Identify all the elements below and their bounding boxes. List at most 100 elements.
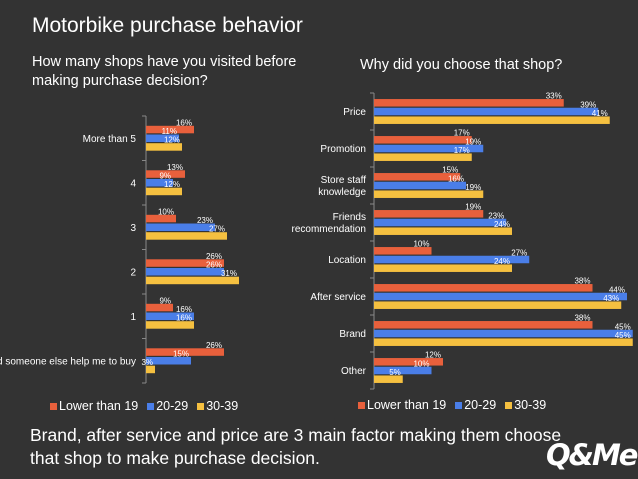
- bar-lower-than-19: [146, 214, 176, 223]
- legend-swatch-20-29: [455, 401, 463, 409]
- legend-swatch-20-29: [147, 402, 155, 410]
- data-label: 17%: [454, 129, 470, 138]
- bar-30-39: [146, 232, 227, 240]
- data-label: 16%: [176, 118, 192, 127]
- category-label: Promotion: [320, 144, 366, 155]
- bar-30-39: [374, 190, 484, 198]
- bar-20-29: [146, 268, 224, 276]
- data-label: 3%: [141, 358, 153, 367]
- data-label: 15%: [442, 166, 458, 175]
- bar-30-39: [146, 321, 194, 329]
- legend-item: 30-39: [505, 398, 546, 412]
- data-label: 27%: [209, 225, 225, 234]
- bar-20-29: [374, 107, 599, 116]
- category-label: More than 5: [83, 134, 137, 145]
- bar-20-29: [146, 223, 215, 231]
- legend-label: Lower than 19: [367, 398, 447, 412]
- bar-lower-than-19: [146, 170, 185, 178]
- bar-20-29: [146, 357, 191, 365]
- category-label: 4: [130, 178, 136, 189]
- data-label: 11%: [162, 127, 177, 136]
- bar-lower-than-19: [374, 247, 432, 255]
- data-label: 16%: [176, 314, 192, 323]
- category-label: I asked someone else help me to buy: [0, 356, 136, 367]
- legend-item: Lower than 19: [50, 399, 138, 413]
- bar-20-29: [374, 181, 466, 190]
- legend-item: 30-39: [197, 399, 238, 413]
- data-label: 10%: [413, 240, 429, 249]
- data-label: 38%: [574, 277, 590, 286]
- bar-lower-than-19: [374, 358, 443, 366]
- category-label: Brand: [339, 329, 366, 340]
- bar-lower-than-19: [374, 284, 593, 292]
- bar-lower-than-19: [146, 303, 173, 312]
- data-label: 31%: [221, 269, 237, 278]
- category-label: Price: [343, 107, 366, 118]
- conclusion-text: Brand, after service and price are 3 mai…: [30, 425, 562, 468]
- category-label: 2: [130, 267, 136, 278]
- data-label: 26%: [206, 261, 222, 270]
- bar-20-29: [374, 144, 484, 153]
- data-label: 10%: [158, 207, 174, 216]
- legend-swatch-30-39: [505, 401, 513, 409]
- bar-30-39: [374, 301, 622, 309]
- data-label: 26%: [206, 341, 222, 350]
- legend-item: 20-29: [147, 399, 188, 413]
- left-chart-title: How many shops have you visited before m…: [32, 54, 297, 89]
- bar-20-29: [374, 292, 627, 301]
- legend-swatch-30-39: [197, 402, 205, 410]
- bar-lower-than-19: [146, 125, 194, 134]
- bar-30-39: [146, 276, 239, 285]
- legend-label: Lower than 19: [59, 399, 139, 413]
- bar-30-39: [374, 375, 403, 383]
- data-label: 33%: [546, 92, 562, 101]
- data-label: 26%: [206, 252, 222, 261]
- bar-30-39: [374, 338, 633, 346]
- shops-visited-chart: More than 516%11%12%413%9%12%310%23%27%2…: [0, 115, 239, 384]
- bar-20-29: [374, 218, 507, 227]
- bar-lower-than-19: [374, 173, 461, 181]
- data-label: 16%: [448, 174, 464, 183]
- bar-30-39: [146, 365, 155, 374]
- category-label: Friends recommendation: [292, 212, 366, 235]
- data-label: 39%: [580, 100, 596, 109]
- data-label: 12%: [425, 351, 441, 360]
- bar-30-39: [146, 187, 182, 196]
- category-label: Store staff knowledge: [318, 175, 366, 198]
- data-label: 38%: [574, 314, 590, 323]
- bar-20-29: [146, 179, 173, 187]
- legend-item: Lower than 19: [358, 398, 446, 412]
- data-label: 27%: [511, 248, 527, 257]
- category-label: After service: [310, 292, 366, 303]
- bar-lower-than-19: [146, 259, 224, 267]
- category-label: Other: [341, 366, 367, 377]
- bar-lower-than-19: [146, 348, 224, 356]
- bar-30-39: [374, 116, 610, 124]
- bar-lower-than-19: [374, 136, 472, 144]
- qme-logo: Q&Me: [546, 438, 638, 472]
- data-label: 15%: [173, 350, 189, 359]
- bar-20-29: [374, 366, 432, 375]
- data-label: 24%: [494, 257, 510, 266]
- data-label: 43%: [603, 294, 619, 303]
- data-label: 12%: [164, 180, 180, 189]
- category-label: 1: [130, 312, 136, 323]
- bar-lower-than-19: [374, 321, 593, 329]
- data-label: 24%: [494, 220, 510, 229]
- data-label: 5%: [389, 368, 401, 377]
- category-label: 3: [130, 223, 136, 234]
- data-label: 12%: [164, 136, 180, 145]
- left-legend: Lower than 19 20-29 30-39: [50, 399, 247, 413]
- bar-20-29: [374, 255, 530, 264]
- bar-30-39: [374, 227, 512, 235]
- bar-20-29: [146, 134, 179, 142]
- category-label: Location: [328, 255, 366, 266]
- bar-30-39: [146, 143, 182, 151]
- bar-30-39: [374, 153, 472, 161]
- legend-label: 30-39: [206, 399, 239, 413]
- legend-swatch-lower-than-19: [358, 401, 365, 409]
- data-label: 9%: [159, 296, 171, 305]
- legend-label: 30-39: [514, 398, 547, 412]
- data-label: 10%: [413, 359, 429, 368]
- bar-20-29: [374, 329, 633, 338]
